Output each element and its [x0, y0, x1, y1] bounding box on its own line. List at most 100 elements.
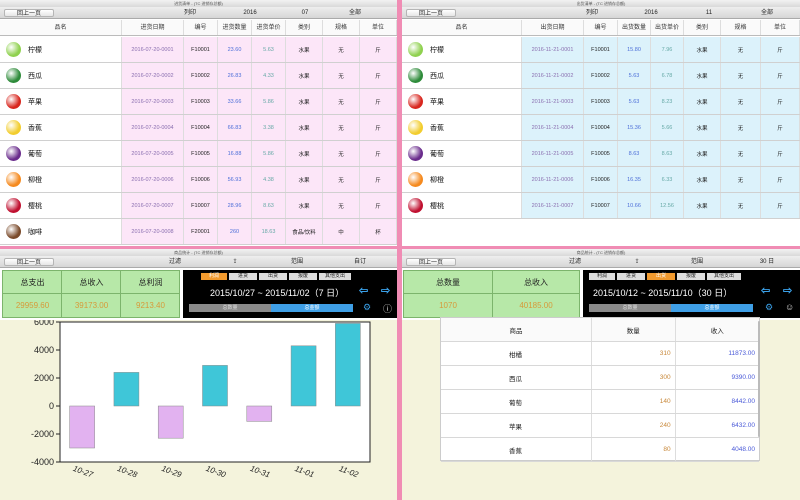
tab-2[interactable]: 出货: [647, 273, 675, 280]
table-row[interactable]: 柳橙 2016-11-21-0006 F10006 16.35 6.33 水果无斤: [402, 167, 800, 193]
col-code[interactable]: 编号: [584, 20, 618, 35]
print-button[interactable]: 列印: [183, 10, 196, 16]
col-qty[interactable]: 出货数量: [618, 20, 651, 35]
col-price[interactable]: 出货单价: [651, 20, 684, 35]
price-cell: 8.23: [651, 89, 684, 114]
bar[interactable]: [335, 323, 361, 407]
col-name[interactable]: 品名: [402, 20, 522, 35]
tab-2[interactable]: 出货: [259, 273, 287, 280]
month-selector[interactable]: 07: [301, 10, 309, 16]
back-button[interactable]: 回上一页: [406, 9, 456, 17]
bar[interactable]: [113, 372, 140, 407]
col-name[interactable]: 品名: [0, 20, 122, 35]
table-row[interactable]: 苹果 240 6432.00: [441, 414, 759, 438]
bar[interactable]: [202, 365, 228, 407]
table-row[interactable]: 柠檬 2016-11-21-0001 F10001 15.80 7.96 水果无斤: [402, 37, 800, 63]
table-row[interactable]: 香蕉 2016-07-20-0004 F10004 66.83 3.38 水果无斤: [0, 115, 397, 141]
back-button[interactable]: 回上一页: [406, 258, 456, 266]
next-arrow-icon[interactable]: ⇨: [783, 285, 793, 297]
scope-selector[interactable]: 全部: [760, 10, 773, 16]
table-row[interactable]: 西瓜 300 9390.00: [441, 366, 759, 390]
next-arrow-icon[interactable]: ⇨: [381, 285, 391, 297]
icon-shape: [407, 42, 423, 57]
spec-cell: 无: [721, 37, 761, 62]
col-price[interactable]: 进货单价: [252, 20, 286, 35]
col-quantity[interactable]: 数量: [592, 318, 676, 341]
back-button[interactable]: 回上一页: [4, 258, 54, 266]
scrollbar[interactable]: [758, 321, 760, 437]
col-qty[interactable]: 进货数量: [218, 20, 252, 35]
table-row[interactable]: 葡萄 2016-11-21-0005 F10005 8.63 8.63 水果无斤: [402, 141, 800, 167]
tab-1[interactable]: 进货: [229, 273, 257, 280]
days-button[interactable]: 30 日: [759, 259, 775, 265]
table-row[interactable]: 柳橙 2016-07-20-0006 F10006 56.93 4.38 水果无斤: [0, 167, 397, 193]
tab-4[interactable]: 其他支出: [319, 273, 351, 280]
table-row[interactable]: 葡萄 2016-07-20-0005 F10005 16.88 5.86 水果无斤: [0, 141, 397, 167]
prev-arrow-icon[interactable]: ⇦: [761, 285, 771, 297]
tab-0[interactable]: 利润: [201, 273, 227, 280]
settings-icon[interactable]: ⚙: [765, 302, 774, 312]
col-unit[interactable]: 单位: [761, 20, 800, 35]
product-name: 西瓜: [28, 72, 42, 80]
table-row[interactable]: 西瓜 2016-07-20-0002 F10002 26.83 4.33 水果无斤: [0, 63, 397, 89]
name-cell: 柳橙: [0, 167, 122, 192]
scope-selector[interactable]: 全部: [348, 10, 361, 16]
range-button[interactable]: 范围: [290, 259, 303, 265]
table-row[interactable]: 樱桃 2016-11-21-0007 F10007 10.66 12.56 水果无斤: [402, 193, 800, 219]
info-icon[interactable]: ⓘ: [383, 304, 393, 314]
bar[interactable]: [69, 405, 95, 449]
table-row[interactable]: 苹果 2016-11-21-0003 F10003 5.63 8.23 水果无斤: [402, 89, 800, 115]
table-row[interactable]: 葡萄 140 8442.00: [441, 390, 759, 414]
col-product[interactable]: 商品: [441, 318, 593, 341]
col-date[interactable]: 出货日期: [522, 20, 584, 35]
table-row[interactable]: 西瓜 2016-11-21-0002 F10002 5.63 6.78 水果无斤: [402, 63, 800, 89]
prev-arrow-icon[interactable]: ⇦: [359, 285, 369, 297]
year-selector[interactable]: 2016: [644, 10, 658, 16]
col-unit[interactable]: 单位: [360, 20, 397, 35]
tab-0[interactable]: 利润: [589, 273, 615, 280]
table-row[interactable]: 柑橘 310 11873.00: [441, 342, 759, 366]
unit-cell: 斤: [761, 115, 800, 140]
tab-4[interactable]: 其他支出: [707, 273, 741, 280]
table-row[interactable]: 香蕉 2016-11-21-0004 F10004 15.36 5.66 水果无斤: [402, 115, 800, 141]
col-date[interactable]: 进货日期: [122, 20, 184, 35]
smiley-icon[interactable]: ☺: [785, 302, 795, 312]
col-category[interactable]: 类别: [684, 20, 721, 35]
segment-amount[interactable]: 总金额: [671, 304, 753, 312]
table-row[interactable]: 苹果 2016-07-20-0003 F10003 33.66 5.86 水果无斤: [0, 89, 397, 115]
product-name: 咖啡: [28, 228, 42, 236]
table-row[interactable]: 柠檬 2016-07-20-0001 F10001 23.60 5.63 水果无斤: [0, 37, 397, 63]
share-icon[interactable]: ⇪: [232, 259, 238, 265]
print-button[interactable]: 列印: [585, 10, 598, 16]
tab-3[interactable]: 报废: [677, 273, 705, 280]
col-spec[interactable]: 规格: [721, 20, 761, 35]
price-cell: 5.86: [252, 89, 286, 114]
col-code[interactable]: 编号: [184, 20, 218, 35]
cherry-icon: [406, 197, 424, 215]
grape-icon: [4, 145, 22, 163]
bar[interactable]: [246, 405, 273, 422]
col-spec[interactable]: 规格: [323, 20, 360, 35]
tab-3[interactable]: 报废: [289, 273, 317, 280]
filter-button[interactable]: 过滤: [568, 259, 581, 265]
table-row[interactable]: 香蕉 80 4048.00: [441, 438, 759, 462]
bar[interactable]: [157, 405, 184, 439]
month-selector[interactable]: 11: [705, 10, 713, 16]
col-income[interactable]: 收入: [710, 327, 724, 335]
filter-button[interactable]: 过滤: [168, 259, 181, 265]
range-button[interactable]: 范围: [690, 259, 703, 265]
back-button[interactable]: 回上一页: [4, 9, 54, 17]
watermelon-icon: [4, 67, 22, 85]
tab-1[interactable]: 进货: [617, 273, 645, 280]
settings-icon[interactable]: ⚙: [363, 302, 372, 312]
share-icon[interactable]: ⇪: [634, 259, 640, 265]
bar[interactable]: [290, 345, 317, 407]
segment-quantity[interactable]: 总数量: [589, 304, 671, 312]
segment-amount[interactable]: 总金额: [271, 304, 353, 312]
year-selector[interactable]: 2016: [243, 10, 257, 16]
table-row[interactable]: 樱桃 2016-07-20-0007 F10007 28.96 8.63 水果无斤: [0, 193, 397, 219]
col-category[interactable]: 类别: [286, 20, 323, 35]
custom-button[interactable]: 自订: [353, 259, 366, 265]
segment-quantity[interactable]: 总数量: [189, 304, 271, 312]
table-row[interactable]: 咖啡 2016-07-20-0008 F20001 260 18.63 食品/饮料中杯: [0, 219, 397, 245]
